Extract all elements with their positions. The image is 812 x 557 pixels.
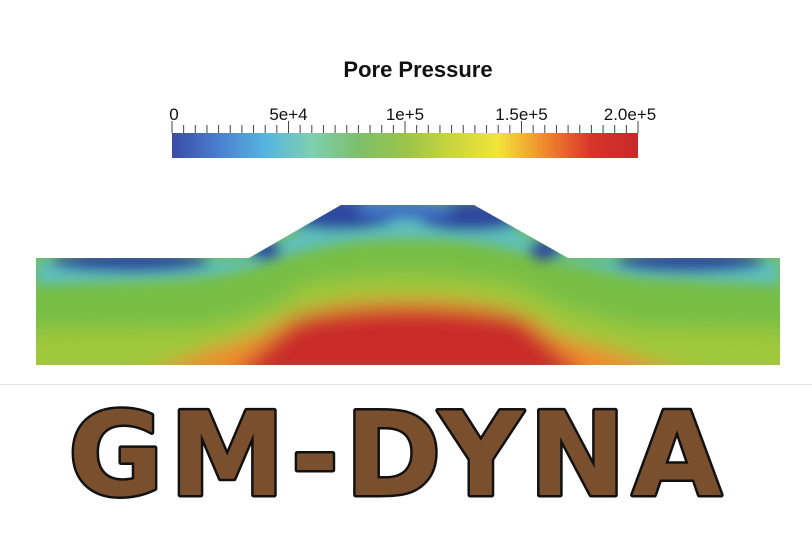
colorbar-tick-label: 2.0e+5 <box>604 105 656 124</box>
colorbar-tick-label: 0 <box>169 105 178 124</box>
colorbar-gradient <box>172 133 638 158</box>
colorbar-tick-label: 1e+5 <box>386 105 424 124</box>
gm-dyna-logo: GM-DYNA <box>66 392 728 522</box>
colorbar-title: Pore Pressure <box>343 57 493 82</box>
divider <box>0 384 812 385</box>
colorbar-tick-label: 5e+4 <box>269 105 307 124</box>
logo-text: GM-DYNA <box>68 392 728 522</box>
pore-pressure-field <box>36 205 780 365</box>
colorbar: 0 5e+4 1e+5 1.5e+5 2.0e+5 <box>169 105 656 158</box>
colorbar-tick-label: 1.5e+5 <box>495 105 547 124</box>
